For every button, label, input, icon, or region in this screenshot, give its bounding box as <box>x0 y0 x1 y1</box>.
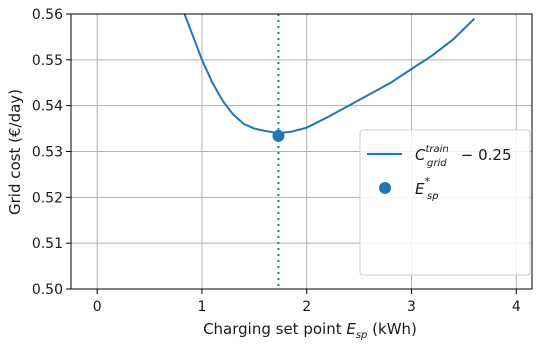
x-axis-label-sub: sp <box>356 330 368 340</box>
x-axis-label-suffix: (kWh) <box>367 320 417 338</box>
legend-series-suffix: − 0.25 <box>456 146 512 164</box>
y-tick-label: 0.54 <box>32 99 63 115</box>
y-tick-label: 0.52 <box>32 190 63 206</box>
legend-optimum-sub: sp <box>427 191 439 202</box>
legend-label-optimum: E* sp <box>415 175 439 202</box>
x-axis-label-symbol: E <box>346 320 356 338</box>
legend-optimum-symbol: E <box>415 180 425 198</box>
legend: Ctrain grid − 0.25 E* sp <box>359 129 531 276</box>
legend-box <box>359 129 531 276</box>
x-axis: 0 1 2 3 4 <box>93 289 521 315</box>
legend-optimum-sup: * <box>424 175 430 188</box>
optimum-marker <box>272 129 285 142</box>
legend-series-symbol: C <box>415 146 426 164</box>
x-tick-label: 1 <box>198 299 207 315</box>
y-tick-label: 0.56 <box>32 7 63 23</box>
x-axis-label-prefix: Charging set point <box>203 320 346 338</box>
marker-layer <box>272 129 285 142</box>
y-tick-label: 0.50 <box>32 282 63 298</box>
legend-marker-swatch <box>379 182 391 194</box>
x-tick-label: 4 <box>512 299 521 315</box>
y-axis-label: Grid cost (€/day) <box>6 89 24 215</box>
y-tick-label: 0.53 <box>32 145 63 161</box>
x-tick-label: 2 <box>302 299 311 315</box>
y-tick-label: 0.51 <box>32 236 63 252</box>
legend-series-sup: train <box>425 144 448 155</box>
x-axis-label: Charging set point Esp (kWh) <box>203 320 417 340</box>
legend-label-series: Ctrain grid − 0.25 <box>415 144 512 169</box>
x-tick-label: 0 <box>93 299 102 315</box>
legend-series-sub: grid <box>427 158 447 169</box>
y-tick-label: 0.55 <box>32 53 63 69</box>
y-axis: 0.50 0.51 0.52 0.53 0.54 0.55 0.56 <box>32 7 71 298</box>
x-tick-label: 3 <box>407 299 416 315</box>
